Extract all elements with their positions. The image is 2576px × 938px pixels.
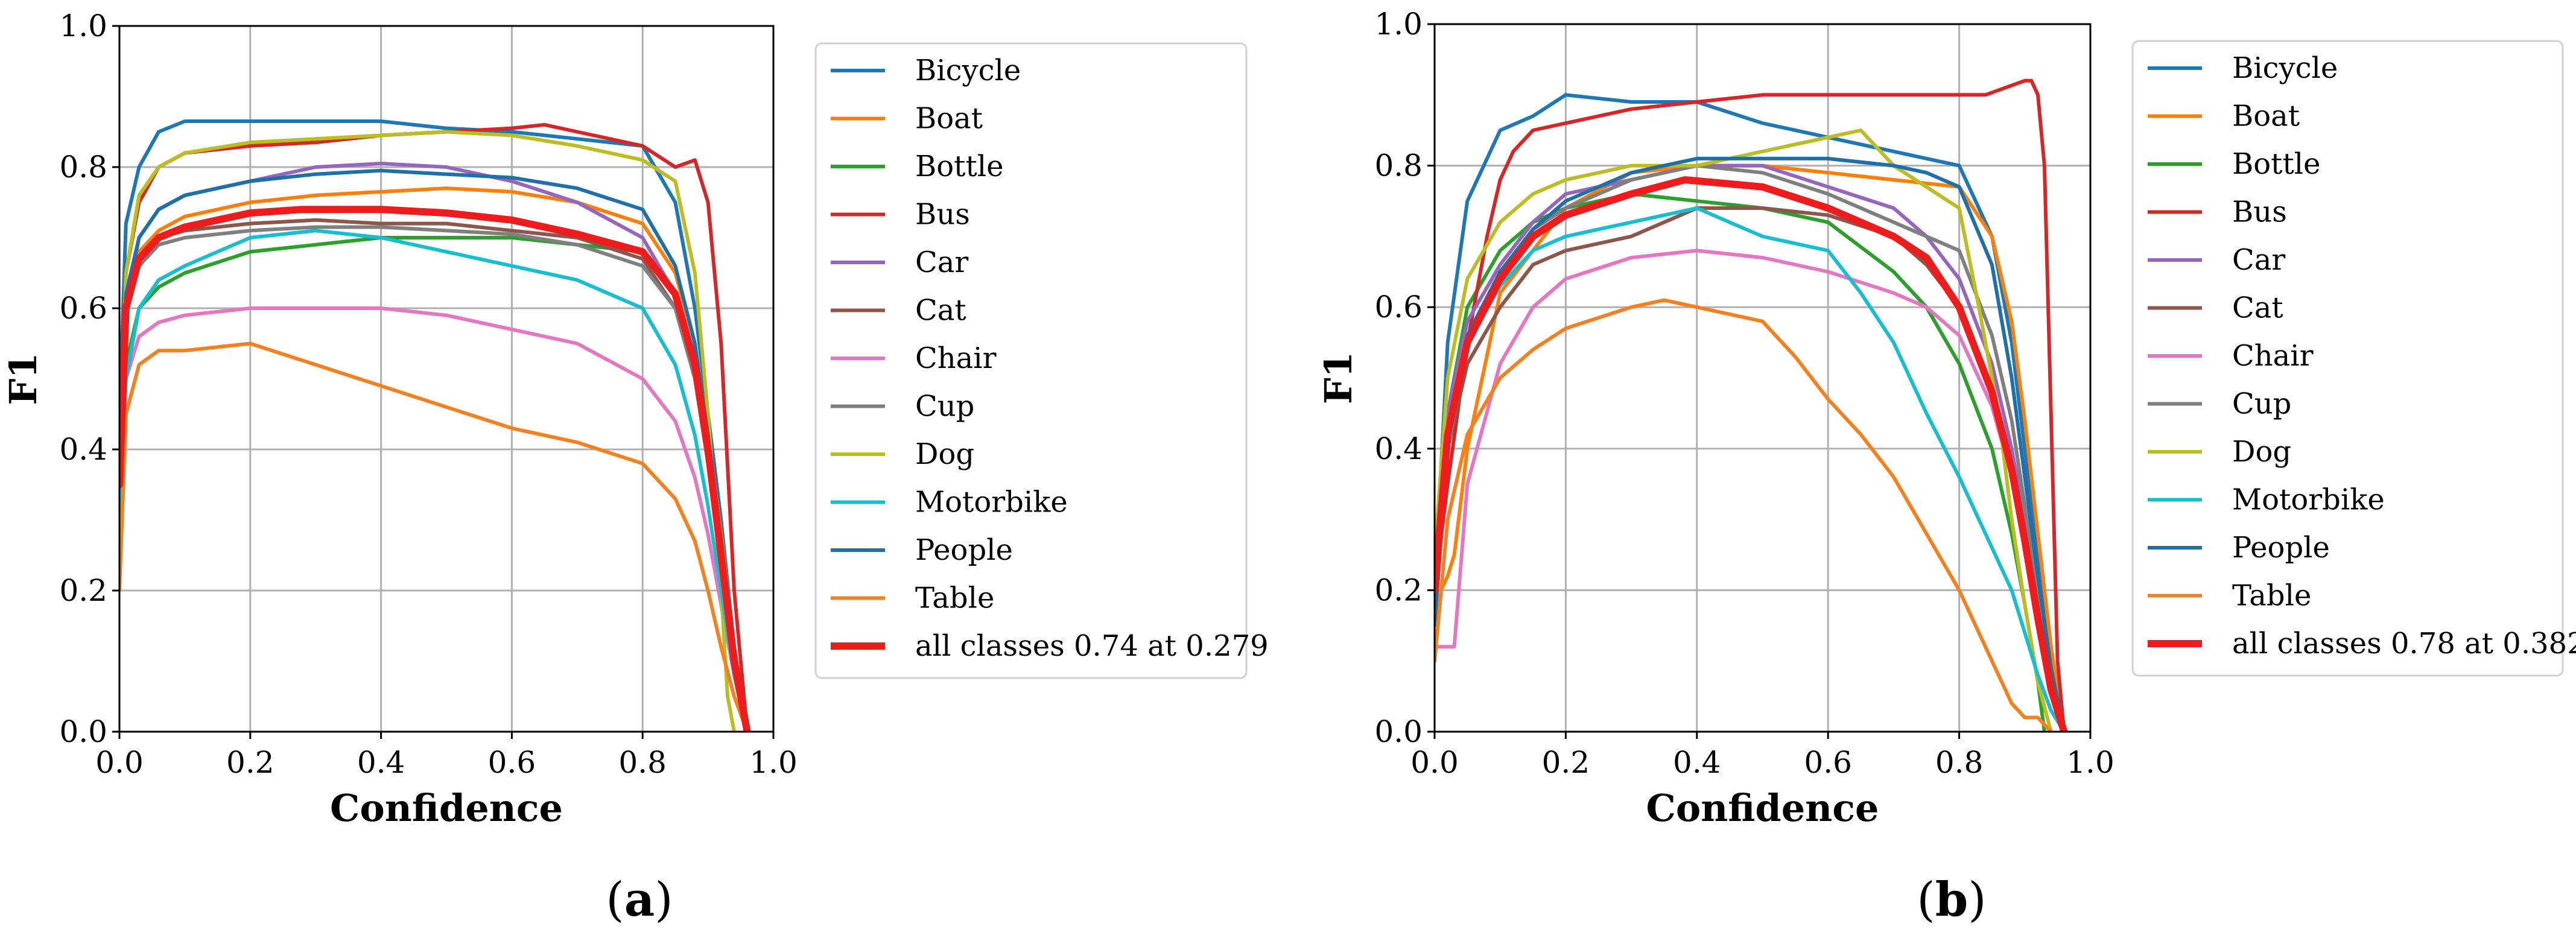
series-group xyxy=(119,119,751,732)
series-line-dog xyxy=(1435,128,2053,732)
plot-area xyxy=(1435,24,2090,732)
legend-label: Cat xyxy=(915,294,966,328)
legend: Bicycle Boat Bottle Bus Car Cat Chair Cup Dog Mot… xyxy=(2131,40,2576,677)
legend-label: Bus xyxy=(2232,195,2287,229)
x-tick-label: 0.8 xyxy=(1935,745,1984,780)
legend-label: People xyxy=(2232,531,2330,565)
x-tick-label: 0.4 xyxy=(357,745,405,780)
series-group xyxy=(1435,78,2068,732)
series-line-motorbike xyxy=(119,229,749,732)
y-tick-label: 0.4 xyxy=(1374,431,1423,466)
legend-label: Motorbike xyxy=(2232,483,2385,517)
legend-label: Bottle xyxy=(915,150,1004,183)
x-tick-label: 1.0 xyxy=(749,745,798,780)
x-tick-label: 0.6 xyxy=(1804,745,1852,780)
axes-frame xyxy=(118,25,775,733)
x-tick-label: 0.2 xyxy=(226,745,274,780)
y-tick-label: 0.6 xyxy=(59,291,107,326)
legend: Bicycle Boat Bottle Bus Car Cat Chair Cup Dog Mot… xyxy=(814,42,1269,679)
x-axis-title: Confidence xyxy=(330,786,563,830)
y-tick-label: 0.2 xyxy=(1374,572,1423,607)
series-line-car xyxy=(1435,163,2066,732)
legend-label: all classes 0.78 at 0.382 xyxy=(2232,627,2576,661)
panel-caption: (a) xyxy=(606,872,673,927)
series-line-bus xyxy=(1435,78,2066,732)
plot-area xyxy=(119,26,773,732)
caption-letter: b xyxy=(1935,872,1968,927)
x-tick-label: 0.4 xyxy=(1673,745,1721,780)
legend-label: Cup xyxy=(2232,387,2291,421)
legend-label: Cup xyxy=(915,390,974,423)
chart-panel-2: 0.0 0.2 0.4 0.6 0.8 1.0 0.0 0.2 0.4 0.6 0.8 1.0 Conf… xyxy=(1316,7,2576,927)
legend-label: Cat xyxy=(2232,291,2283,325)
legend-label: Boat xyxy=(2232,100,2300,133)
caption-letter: a xyxy=(624,872,655,927)
x-tick-label: 1.0 xyxy=(2066,745,2114,780)
y-tick-label: 0.8 xyxy=(1374,148,1423,183)
chart-panel-1: 0.0 0.2 0.4 0.6 0.8 1.0 0.0 0.2 0.4 0.6 0.8 1.0 Conf… xyxy=(1,8,1269,927)
legend-label: Boat xyxy=(915,102,983,136)
series-line-chair xyxy=(119,306,749,732)
y-axis-title: F1 xyxy=(1,352,45,405)
axes-frame xyxy=(1433,23,2092,733)
legend-label: Bicycle xyxy=(2232,51,2338,85)
legend-label: Car xyxy=(915,246,968,279)
y-tick-label: 0.0 xyxy=(1374,714,1423,749)
legend-label: Bus xyxy=(915,198,970,232)
caption-paren-close: ) xyxy=(1968,873,1986,927)
legend-label: Table xyxy=(2232,579,2311,613)
legend-label: Table xyxy=(915,581,994,615)
y-axis-title: F1 xyxy=(1316,352,1360,404)
legend-label: People xyxy=(915,533,1013,567)
legend-label: Motorbike xyxy=(915,486,1068,519)
panel-caption: (b) xyxy=(1917,872,1986,927)
series-line-all-classes-0-78-at-0-382 xyxy=(1435,176,2068,732)
series-line-motorbike xyxy=(1435,206,2066,732)
legend-label: Dog xyxy=(2232,435,2291,469)
series-line-bicycle xyxy=(1435,93,2066,732)
x-tick-label: 0.2 xyxy=(1542,745,1590,780)
legend-label: Bottle xyxy=(2232,147,2321,181)
legend-label: Chair xyxy=(915,341,997,375)
x-tick-label: 0.0 xyxy=(95,745,144,780)
x-axis-title: Confidence xyxy=(1646,786,1879,830)
y-tick-label: 1.0 xyxy=(1374,7,1423,42)
x-tick-label: 0.0 xyxy=(1410,745,1459,780)
legend-box xyxy=(814,42,1248,679)
legend-box xyxy=(2131,40,2564,677)
y-tick-label: 0.0 xyxy=(59,714,107,749)
x-tick-label: 0.6 xyxy=(488,745,536,780)
y-tick-label: 0.2 xyxy=(59,573,107,608)
x-tick-label: 0.8 xyxy=(618,745,667,780)
y-tick-label: 0.4 xyxy=(59,432,107,467)
series-line-table xyxy=(119,341,749,732)
series-line-table xyxy=(1435,298,2053,732)
caption-paren-open: ( xyxy=(1917,873,1935,927)
y-tick-label: 1.0 xyxy=(59,8,107,43)
y-tick-label: 0.8 xyxy=(59,150,107,185)
caption-paren-close: ) xyxy=(655,873,673,927)
legend-label: Car xyxy=(2232,243,2285,277)
legend-label: Bicycle xyxy=(915,54,1021,87)
series-line-all-classes-0-74-at-0-279 xyxy=(119,206,751,732)
legend-label: all classes 0.74 at 0.279 xyxy=(915,629,1269,663)
caption-paren-open: ( xyxy=(606,873,624,927)
series-line-people xyxy=(1435,156,2066,732)
legend-label: Chair xyxy=(2232,339,2314,373)
legend-label: Dog xyxy=(915,437,974,471)
y-tick-label: 0.6 xyxy=(1374,290,1423,325)
